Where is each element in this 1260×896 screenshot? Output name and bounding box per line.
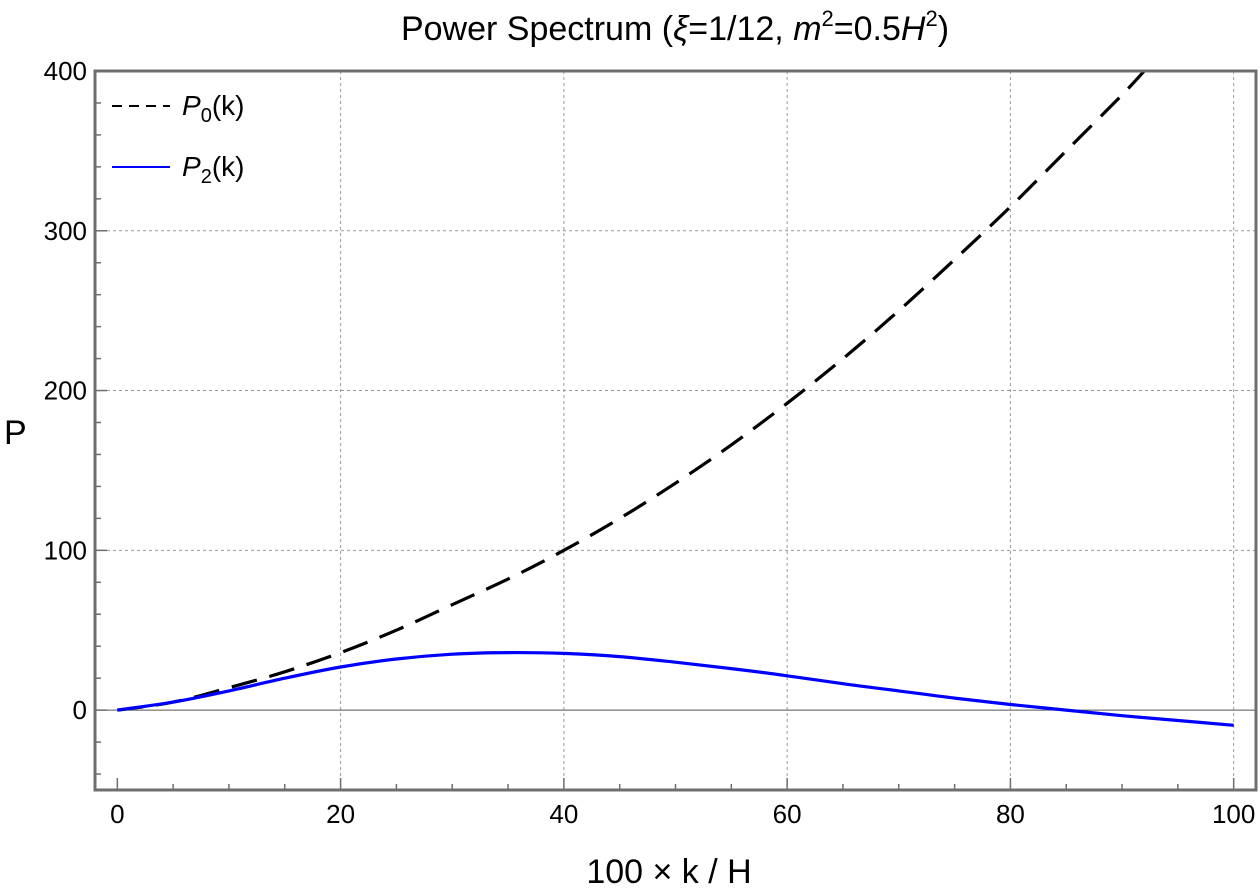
title-sup1: 2 xyxy=(822,6,834,31)
title-mid: =0.5 xyxy=(834,10,901,48)
x-tick-label: 60 xyxy=(773,799,802,829)
y-tick-label: 0 xyxy=(73,695,87,725)
legend: P0(k) P2(k) xyxy=(112,90,244,188)
title-prefix: Power Spectrum ( xyxy=(401,10,674,48)
y-tick-label: 300 xyxy=(44,216,87,246)
title-sup2: 2 xyxy=(925,6,937,31)
legend-p2-symbol: P xyxy=(182,151,201,182)
axis-ticks xyxy=(95,70,1235,790)
x-tick-label: 0 xyxy=(110,799,124,829)
y-axis-label: P xyxy=(4,414,27,452)
x-axis-label: 100 × k / H xyxy=(586,853,751,891)
y-tick-label: 200 xyxy=(44,376,87,406)
title-suffix: ) xyxy=(938,10,949,48)
legend-p2-suffix: (k) xyxy=(212,151,245,182)
chart-title: Power Spectrum (ξ=1/12, m2=0.5H2) xyxy=(401,6,949,48)
data-series xyxy=(117,71,1234,727)
x-tick-label: 40 xyxy=(549,799,578,829)
y-tick-label: 400 xyxy=(44,56,87,86)
x-tick-labels: 0 20 40 60 80 100 xyxy=(110,799,1255,829)
title-xi: ξ xyxy=(673,10,690,48)
x-tick-label: 80 xyxy=(996,799,1025,829)
y-tick-labels: 0 100 200 300 400 xyxy=(44,56,87,725)
title-H: H xyxy=(901,10,926,48)
series-line-p2 xyxy=(117,650,1234,727)
legend-label-p0: P0(k) xyxy=(182,90,244,127)
legend-p0-suffix: (k) xyxy=(212,90,245,121)
y-tick-label: 100 xyxy=(44,535,87,565)
legend-label-p2: P2(k) xyxy=(182,151,244,188)
series-line-p0 xyxy=(117,71,1147,712)
title-xi-value: =1/12, xyxy=(688,10,793,48)
x-tick-label: 20 xyxy=(326,799,355,829)
legend-p0-symbol: P xyxy=(182,90,201,121)
x-tick-label: 100 xyxy=(1212,799,1255,829)
legend-p0-sub: 0 xyxy=(201,105,212,127)
grid-lines xyxy=(95,71,1256,790)
title-m: m xyxy=(793,10,821,48)
legend-p2-sub: 2 xyxy=(201,166,212,188)
